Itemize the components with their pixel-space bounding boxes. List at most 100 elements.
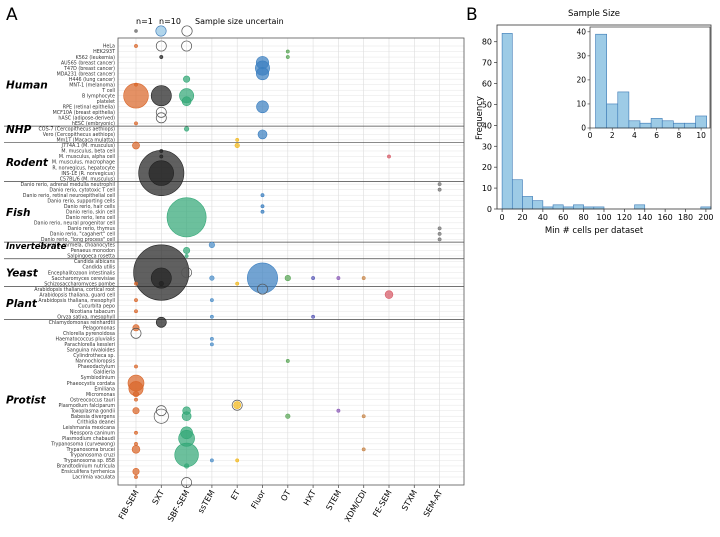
legend-marker-n10 [155, 25, 167, 37]
row-label: Trypanosoma cruzi [69, 453, 115, 459]
row-label: Parachlorella kessleri [64, 342, 115, 348]
inset-bar [661, 120, 674, 129]
data-bubble [437, 231, 442, 236]
row-label: Crithidia deanei [77, 419, 115, 425]
legend-n10: n=10 [159, 17, 181, 26]
data-bubble [155, 112, 167, 124]
row-label: Plasmodium chabaudi [62, 436, 115, 442]
row-label: Cucurbita pepo [78, 303, 115, 309]
row-label: Symbiodinium [81, 375, 116, 381]
row-label: Leishmania mexicana [63, 425, 115, 431]
inset-y-tick-label: 30 [576, 51, 586, 60]
data-bubble [174, 442, 199, 468]
data-bubble [183, 246, 191, 254]
row-label: Danio rerio, neural progenitor cell [34, 221, 115, 227]
row-label: T cell [101, 88, 115, 94]
data-bubble [437, 182, 442, 187]
row-label: Phaeocystis cordata [67, 381, 115, 387]
data-bubble [361, 447, 366, 452]
row-label: HeLa [103, 44, 115, 50]
data-bubble [209, 314, 214, 319]
row-label: Danio rerio, adrenal medulla neutrophil [20, 182, 115, 188]
row-label: Trypanosoma (curvewong) [50, 442, 115, 448]
group-label: Invertebrate [6, 242, 67, 252]
data-bubble [209, 298, 214, 303]
data-bubble [184, 126, 190, 132]
legend-uncertain: Sample size uncertain [195, 17, 284, 26]
data-bubble [257, 129, 268, 140]
hist-y-tick-label: 50 [482, 100, 492, 109]
row-label: Danio rerio, lens cell [66, 215, 115, 221]
row-label: Danio rerio, retinal neuroepithelial cel… [23, 193, 115, 199]
hist-y-tick-label: 20 [482, 163, 492, 172]
group-label: Plant [6, 298, 38, 310]
inset-bar [695, 115, 707, 129]
data-bubble [134, 475, 138, 479]
row-label: Babesia divergens [71, 414, 116, 420]
method-label: SXT [151, 488, 167, 506]
row-label: Danio rerio, "cagahert" cell [50, 232, 115, 238]
method-label: STEM [324, 488, 343, 512]
row-label: Saccharomyces cerevisiae [52, 276, 116, 282]
hist-x-tick-label: 200 [698, 213, 713, 222]
data-bubble [183, 75, 191, 83]
hist-bar [573, 204, 584, 210]
data-bubble [155, 40, 167, 52]
row-label: Arabidopsis thaliana, mesophyll [38, 298, 115, 304]
group-label: NHP [6, 124, 32, 136]
hist-y-tick-label: 30 [482, 142, 492, 151]
plot-frame [117, 37, 465, 486]
row-label: AU565 (breast cancer) [61, 60, 115, 66]
row-label: Schizosaccharomyces pombe [44, 281, 115, 287]
data-bubble [235, 458, 240, 463]
data-bubble [247, 262, 278, 294]
row-label: Arabidopsis thaliana, cortical root [34, 287, 115, 293]
data-bubble [132, 467, 140, 475]
inset-bar [639, 122, 652, 129]
data-bubble [208, 241, 215, 248]
row-label: Salpingoeca rosetta [67, 254, 115, 260]
data-bubble [148, 160, 174, 186]
hist-x-tick-label: 180 [678, 213, 693, 222]
inset-y-tick-label: 20 [576, 75, 586, 84]
row-label: Toxoplasma gondii [70, 408, 115, 414]
group-label: Yeast [6, 268, 39, 280]
data-bubble [181, 267, 193, 278]
row-label: platelet [97, 99, 115, 105]
row-label: MCF10A (breast epithelia) [53, 110, 116, 116]
data-bubble [132, 391, 140, 398]
row-label: Galdieria [93, 370, 115, 376]
row-label: Danio rerio, cytotoxic T cell [49, 187, 115, 193]
row-label: Chlorella pyrenoidosa [63, 331, 115, 337]
row-label: Lacrimia vaculata [72, 475, 115, 481]
data-bubble [132, 324, 140, 332]
hist-bar [552, 204, 564, 210]
data-bubble [155, 316, 167, 328]
inset-x-tick-label: 4 [632, 131, 637, 140]
data-bubble [166, 197, 207, 238]
row-label: Brandtodinium nutricula [57, 464, 115, 470]
hist-xlabel: Min # cells per dataset [545, 226, 644, 236]
row-label: Encephalitozoon intestinalis [48, 270, 116, 276]
data-bubble [181, 96, 192, 107]
data-bubble [123, 83, 149, 109]
row-label: Candida albicans [74, 259, 115, 265]
row-label: Danio rerio, thymus [67, 226, 115, 232]
row-label: Oryza sativa, mesophyll [57, 314, 115, 320]
data-bubble [134, 309, 138, 314]
hist-x-tick-label: 0 [500, 213, 505, 222]
row-label: Vero (Cercopithecus aethiops) [43, 132, 115, 138]
data-bubble [209, 336, 214, 341]
data-bubble [153, 408, 169, 424]
inset-bar [606, 103, 619, 129]
data-bubble [361, 276, 366, 280]
hist-ylabel: Frequency [475, 96, 485, 140]
row-label: Neospora caninum [70, 430, 115, 436]
inset-bar [650, 118, 663, 129]
data-bubble [132, 141, 140, 150]
row-label: R. norvegicus, hepatocyte [52, 165, 115, 171]
inset-x-tick-label: 0 [588, 131, 593, 140]
hist-y-tick-label: 80 [482, 38, 492, 47]
inset-frame [589, 26, 711, 129]
data-bubble [132, 407, 140, 415]
